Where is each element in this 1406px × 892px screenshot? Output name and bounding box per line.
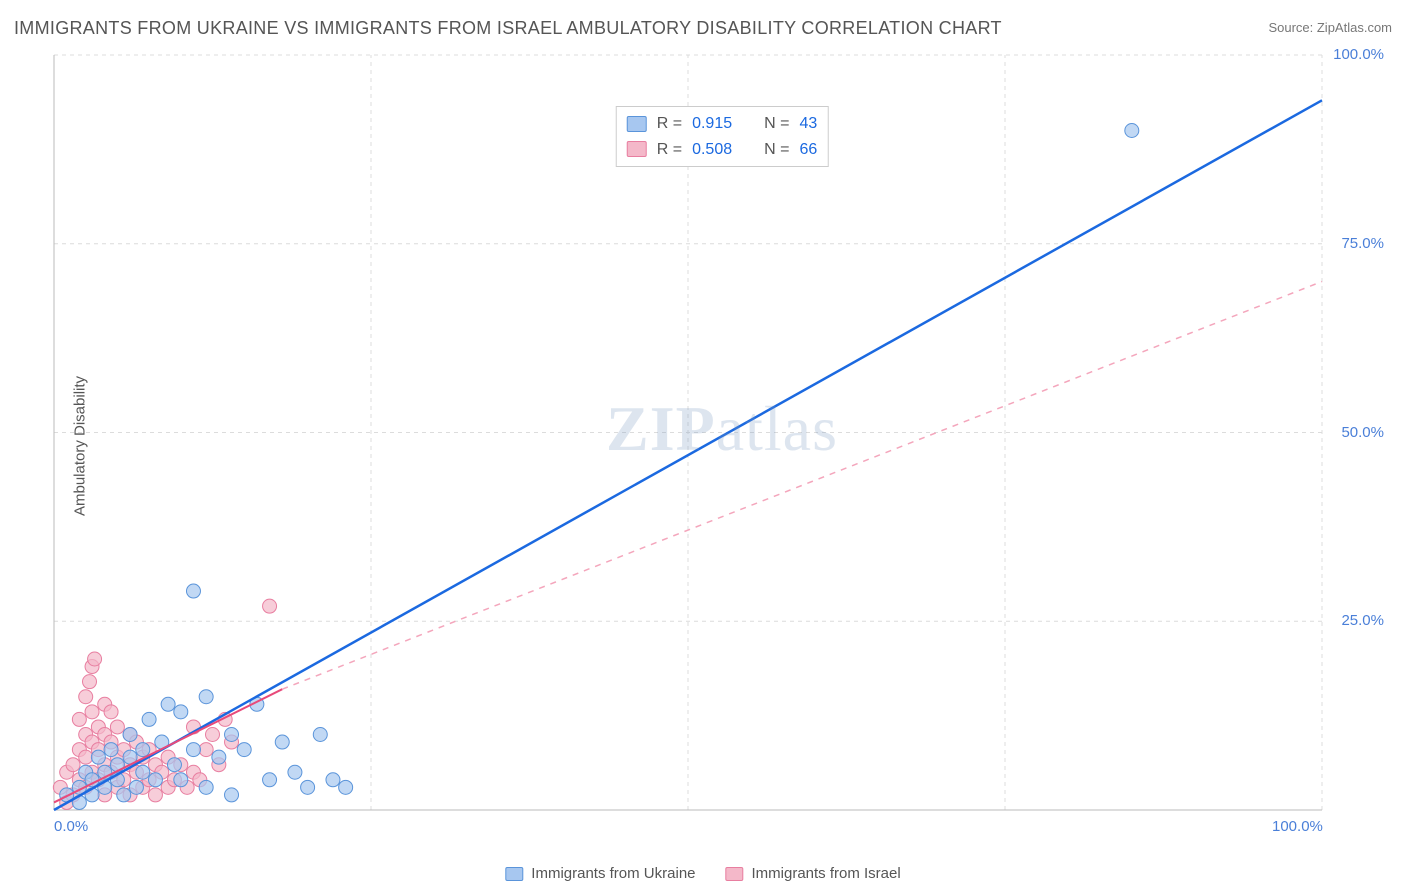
x-legend-item-israel: Immigrants from Israel xyxy=(726,865,901,882)
swatch-israel xyxy=(627,141,647,157)
n-value-israel: 66 xyxy=(799,137,817,163)
r-value-ukraine: 0.915 xyxy=(692,111,732,137)
n-value-ukraine: 43 xyxy=(799,111,817,137)
y-tick-label: 75.0% xyxy=(1341,235,1384,252)
correlation-legend: R = 0.915 N = 43 R = 0.508 N = 66 xyxy=(616,106,829,167)
x-tick-label: 100.0% xyxy=(1272,818,1323,835)
x-axis-legend: Immigrants from Ukraine Immigrants from … xyxy=(505,865,900,882)
swatch-ukraine xyxy=(627,116,647,132)
chart-svg xyxy=(52,50,1392,840)
source-label: Source: ZipAtlas.com xyxy=(1268,20,1392,35)
r-value-israel: 0.508 xyxy=(692,137,732,163)
r-label: R = xyxy=(657,111,682,137)
plot-area: ZIPatlas R = 0.915 N = 43 R = 0.508 N = … xyxy=(52,50,1392,840)
y-tick-label: 25.0% xyxy=(1341,612,1384,629)
r-label: R = xyxy=(657,137,682,163)
swatch-ukraine-icon xyxy=(505,867,523,881)
x-legend-label-ukraine: Immigrants from Ukraine xyxy=(531,865,695,882)
x-tick-label: 0.0% xyxy=(54,818,88,835)
y-tick-label: 50.0% xyxy=(1341,424,1384,441)
chart-title: IMMIGRANTS FROM UKRAINE VS IMMIGRANTS FR… xyxy=(14,18,1002,39)
legend-row-israel: R = 0.508 N = 66 xyxy=(627,137,818,163)
x-legend-item-ukraine: Immigrants from Ukraine xyxy=(505,865,695,882)
y-axis-label: Ambulatory Disability xyxy=(72,376,89,516)
legend-row-ukraine: R = 0.915 N = 43 xyxy=(627,111,818,137)
n-label: N = xyxy=(764,111,789,137)
swatch-israel-icon xyxy=(726,867,744,881)
n-label: N = xyxy=(764,137,789,163)
x-legend-label-israel: Immigrants from Israel xyxy=(752,865,901,882)
y-tick-label: 100.0% xyxy=(1333,46,1384,63)
